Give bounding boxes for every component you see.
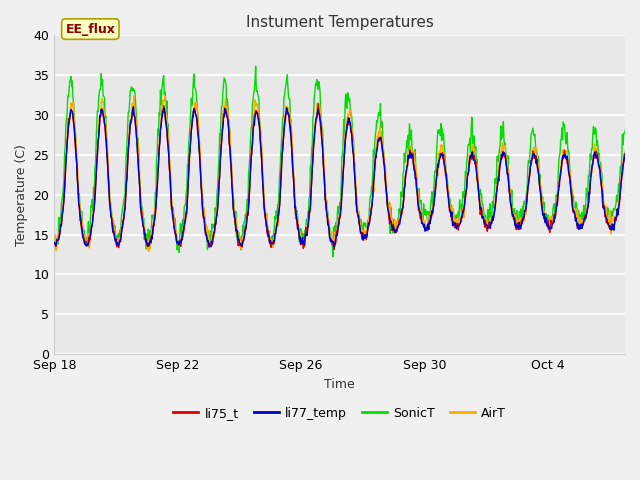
- AirT: [51, 237, 58, 243]
- Legend: li75_t, li77_temp, SonicT, AirT: li75_t, li77_temp, SonicT, AirT: [168, 402, 511, 425]
- AirT: [399, 209, 406, 215]
- X-axis label: Time: Time: [324, 377, 355, 391]
- li75_t: [314, 101, 322, 107]
- li75_t: [51, 240, 58, 246]
- SonicT: [175, 250, 183, 255]
- SonicT: [541, 216, 548, 222]
- AirT: [130, 93, 138, 99]
- AirT: [541, 210, 548, 216]
- Line: li77_temp: li77_temp: [54, 107, 640, 247]
- SonicT: [324, 208, 332, 214]
- AirT: [637, 222, 640, 228]
- SonicT: [329, 254, 337, 260]
- li77_temp: [637, 224, 640, 230]
- SonicT: [399, 192, 406, 198]
- li77_temp: [257, 137, 264, 143]
- Line: SonicT: SonicT: [54, 66, 640, 257]
- li75_t: [541, 214, 548, 220]
- SonicT: [257, 121, 264, 127]
- Text: EE_flux: EE_flux: [65, 23, 115, 36]
- AirT: [145, 249, 153, 254]
- li75_t: [637, 222, 640, 228]
- li77_temp: [399, 206, 406, 212]
- li77_temp: [330, 244, 338, 250]
- li77_temp: [129, 104, 137, 109]
- li77_temp: [541, 211, 548, 216]
- Y-axis label: Temperature (C): Temperature (C): [15, 144, 28, 246]
- AirT: [177, 242, 184, 248]
- li77_temp: [324, 222, 332, 228]
- li75_t: [399, 207, 406, 213]
- li77_temp: [421, 228, 429, 234]
- SonicT: [51, 228, 58, 234]
- AirT: [257, 131, 265, 136]
- AirT: [421, 218, 429, 224]
- li77_temp: [51, 240, 58, 245]
- SonicT: [637, 205, 640, 211]
- Line: AirT: AirT: [54, 96, 640, 252]
- li77_temp: [176, 240, 184, 245]
- AirT: [324, 216, 332, 221]
- SonicT: [252, 63, 259, 69]
- li75_t: [330, 247, 338, 252]
- li75_t: [256, 124, 264, 130]
- li75_t: [175, 240, 183, 246]
- Line: li75_t: li75_t: [54, 104, 640, 250]
- li75_t: [324, 216, 332, 222]
- li75_t: [421, 228, 429, 234]
- Title: Instument Temperatures: Instument Temperatures: [246, 15, 433, 30]
- SonicT: [421, 212, 429, 217]
